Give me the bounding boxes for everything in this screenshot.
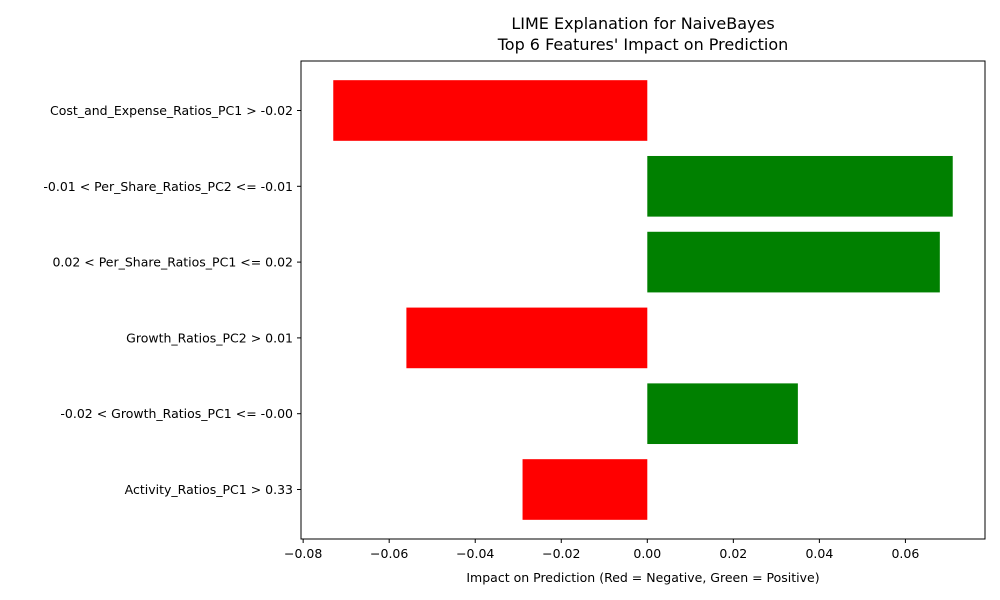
bars-group (333, 80, 953, 520)
y-tick-label-4: -0.02 < Growth_Ratios_PC1 <= -0.00 (60, 406, 293, 421)
bar-1 (647, 155, 953, 217)
x-tick-label-5: 0.02 (719, 546, 747, 561)
x-axis-ticks: −0.08 −0.06 −0.04 −0.02 0.00 0.02 0.04 0.06 (284, 539, 919, 561)
bar-0 (333, 80, 648, 141)
y-tick-label-5: Activity_Ratios_PC1 > 0.33 (125, 482, 293, 497)
bar-4 (647, 383, 798, 445)
x-tick-label-3: −0.02 (542, 546, 580, 561)
y-tick-label-0: Cost_and_Expense_Ratios_PC1 > -0.02 (50, 103, 293, 118)
bar-2 (647, 231, 940, 293)
chart-title: LIME Explanation for NaiveBayes (511, 14, 774, 33)
y-tick-label-2: 0.02 < Per_Share_Ratios_PC1 <= 0.02 (52, 255, 293, 270)
plot-frame (300, 60, 986, 540)
x-tick-label-2: −0.04 (456, 546, 494, 561)
x-axis-label: Impact on Prediction (Red = Negative, Gr… (466, 570, 819, 585)
y-axis-ticks: Cost_and_Expense_Ratios_PC1 > -0.02 -0.01… (43, 103, 301, 497)
x-tick-label-1: −0.06 (370, 546, 408, 561)
y-tick-label-1: -0.01 < Per_Share_Ratios_PC2 <= -0.01 (43, 179, 293, 194)
chart-subtitle: Top 6 Features' Impact on Prediction (497, 35, 789, 54)
x-tick-label-7: 0.06 (891, 546, 919, 561)
bar-3 (406, 307, 648, 369)
x-tick-label-4: 0.00 (633, 546, 661, 561)
bar-5 (522, 459, 648, 520)
y-tick-label-3: Growth_Ratios_PC2 > 0.01 (126, 330, 293, 345)
x-tick-label-6: 0.04 (805, 546, 833, 561)
x-tick-label-0: −0.08 (284, 546, 322, 561)
